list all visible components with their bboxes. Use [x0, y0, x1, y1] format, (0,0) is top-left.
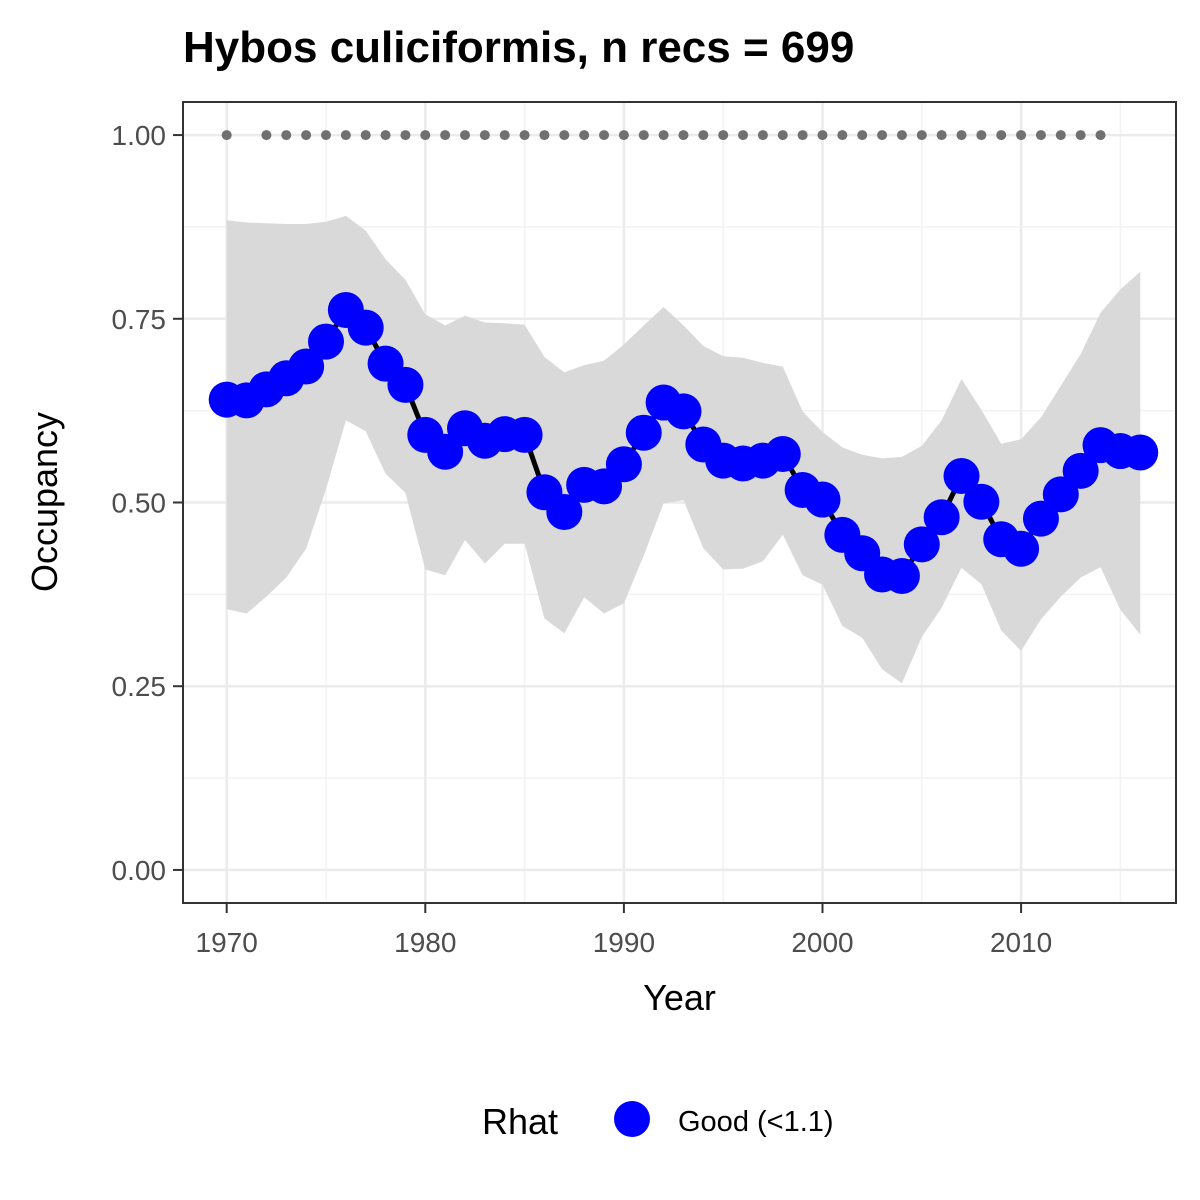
y-tick-label: 0.75 — [112, 304, 167, 335]
occupancy-point — [1022, 500, 1059, 537]
record-dot — [1016, 130, 1027, 141]
record-dot — [320, 130, 331, 141]
record-dot — [380, 130, 391, 141]
record-dot — [718, 130, 729, 141]
x-tick-label: 1980 — [394, 927, 456, 958]
occupancy-point — [605, 446, 642, 483]
record-dot — [1095, 130, 1106, 141]
record-dot — [499, 130, 510, 141]
record-dot — [857, 130, 868, 141]
record-dot — [1055, 130, 1066, 141]
record-dot — [777, 130, 788, 141]
record-dot — [638, 130, 649, 141]
record-dot — [460, 130, 471, 141]
credible-interval-ribbon — [226, 215, 1141, 684]
occupancy-point — [764, 435, 801, 472]
y-tick-label: 0.00 — [112, 855, 167, 886]
occupancy-point — [288, 348, 325, 385]
x-tick-label: 1990 — [593, 927, 655, 958]
y-tick-label: 0.25 — [112, 671, 167, 702]
occupancy-point — [665, 393, 702, 430]
record-dot — [400, 130, 411, 141]
y-tick-label: 1.00 — [112, 120, 167, 151]
points-layer — [208, 291, 1159, 594]
record-dot — [519, 130, 530, 141]
occupancy-point — [347, 309, 384, 346]
record-dot — [896, 130, 907, 141]
record-dot — [599, 130, 610, 141]
record-dot — [678, 130, 689, 141]
record-dot — [916, 130, 927, 141]
record-dot — [559, 130, 570, 141]
record-dot — [956, 130, 967, 141]
x-axis-title: Year — [643, 977, 716, 1018]
record-dot — [440, 130, 451, 141]
record-dot — [1035, 130, 1046, 141]
record-dot — [221, 130, 232, 141]
x-axis-ticks: 1970 1980 1990 2000 2010 — [196, 903, 1052, 958]
y-axis-title: Occupancy — [24, 412, 65, 592]
record-dot — [797, 130, 808, 141]
occupancy-point — [883, 557, 920, 594]
y-axis-ticks: 0.00 0.25 0.50 0.75 1.00 — [112, 120, 183, 886]
legend-label-good: Good (<1.1) — [678, 1106, 834, 1138]
credible-interval-layer — [226, 215, 1141, 684]
record-dot — [976, 130, 987, 141]
legend-title: Rhat — [482, 1101, 558, 1142]
occupancy-point — [1042, 476, 1079, 513]
record-dot — [618, 130, 629, 141]
chart-title: Hybos culiciformis, n recs = 699 — [183, 23, 854, 72]
occupancy-point — [903, 526, 940, 563]
record-dot — [757, 130, 768, 141]
occupancy-point — [427, 433, 464, 470]
record-dot — [837, 130, 848, 141]
occupancy-point — [1122, 434, 1159, 471]
x-tick-label: 2000 — [791, 927, 853, 958]
occupancy-point — [387, 366, 424, 403]
record-dot — [698, 130, 709, 141]
record-dot — [301, 130, 312, 141]
record-dot — [261, 130, 272, 141]
occupancy-point — [943, 458, 980, 495]
x-tick-label: 1970 — [196, 927, 258, 958]
legend-key-good — [614, 1101, 650, 1137]
legend: Rhat Good (<1.1) — [482, 1101, 834, 1142]
x-tick-label: 2010 — [990, 927, 1052, 958]
occupancy-point — [307, 323, 344, 360]
record-dot — [877, 130, 888, 141]
record-dot — [420, 130, 431, 141]
occupancy-point — [804, 481, 841, 518]
record-dot — [340, 130, 351, 141]
occupancy-point — [1062, 452, 1099, 489]
occupancy-point — [625, 414, 662, 451]
y-tick-label: 0.50 — [112, 488, 167, 519]
record-dot — [281, 130, 292, 141]
record-dot — [479, 130, 490, 141]
record-dot — [579, 130, 590, 141]
occupancy-point — [1003, 530, 1040, 567]
record-dots-layer — [221, 130, 1106, 141]
record-dot — [658, 130, 669, 141]
record-dot — [817, 130, 828, 141]
occupancy-point — [963, 483, 1000, 520]
occupancy-point — [546, 494, 583, 531]
occupancy-point — [923, 499, 960, 536]
record-dot — [738, 130, 749, 141]
record-dot — [360, 130, 371, 141]
occupancy-point — [506, 416, 543, 453]
record-dot — [996, 130, 1007, 141]
record-dot — [936, 130, 947, 141]
record-dot — [539, 130, 550, 141]
record-dot — [1075, 130, 1086, 141]
